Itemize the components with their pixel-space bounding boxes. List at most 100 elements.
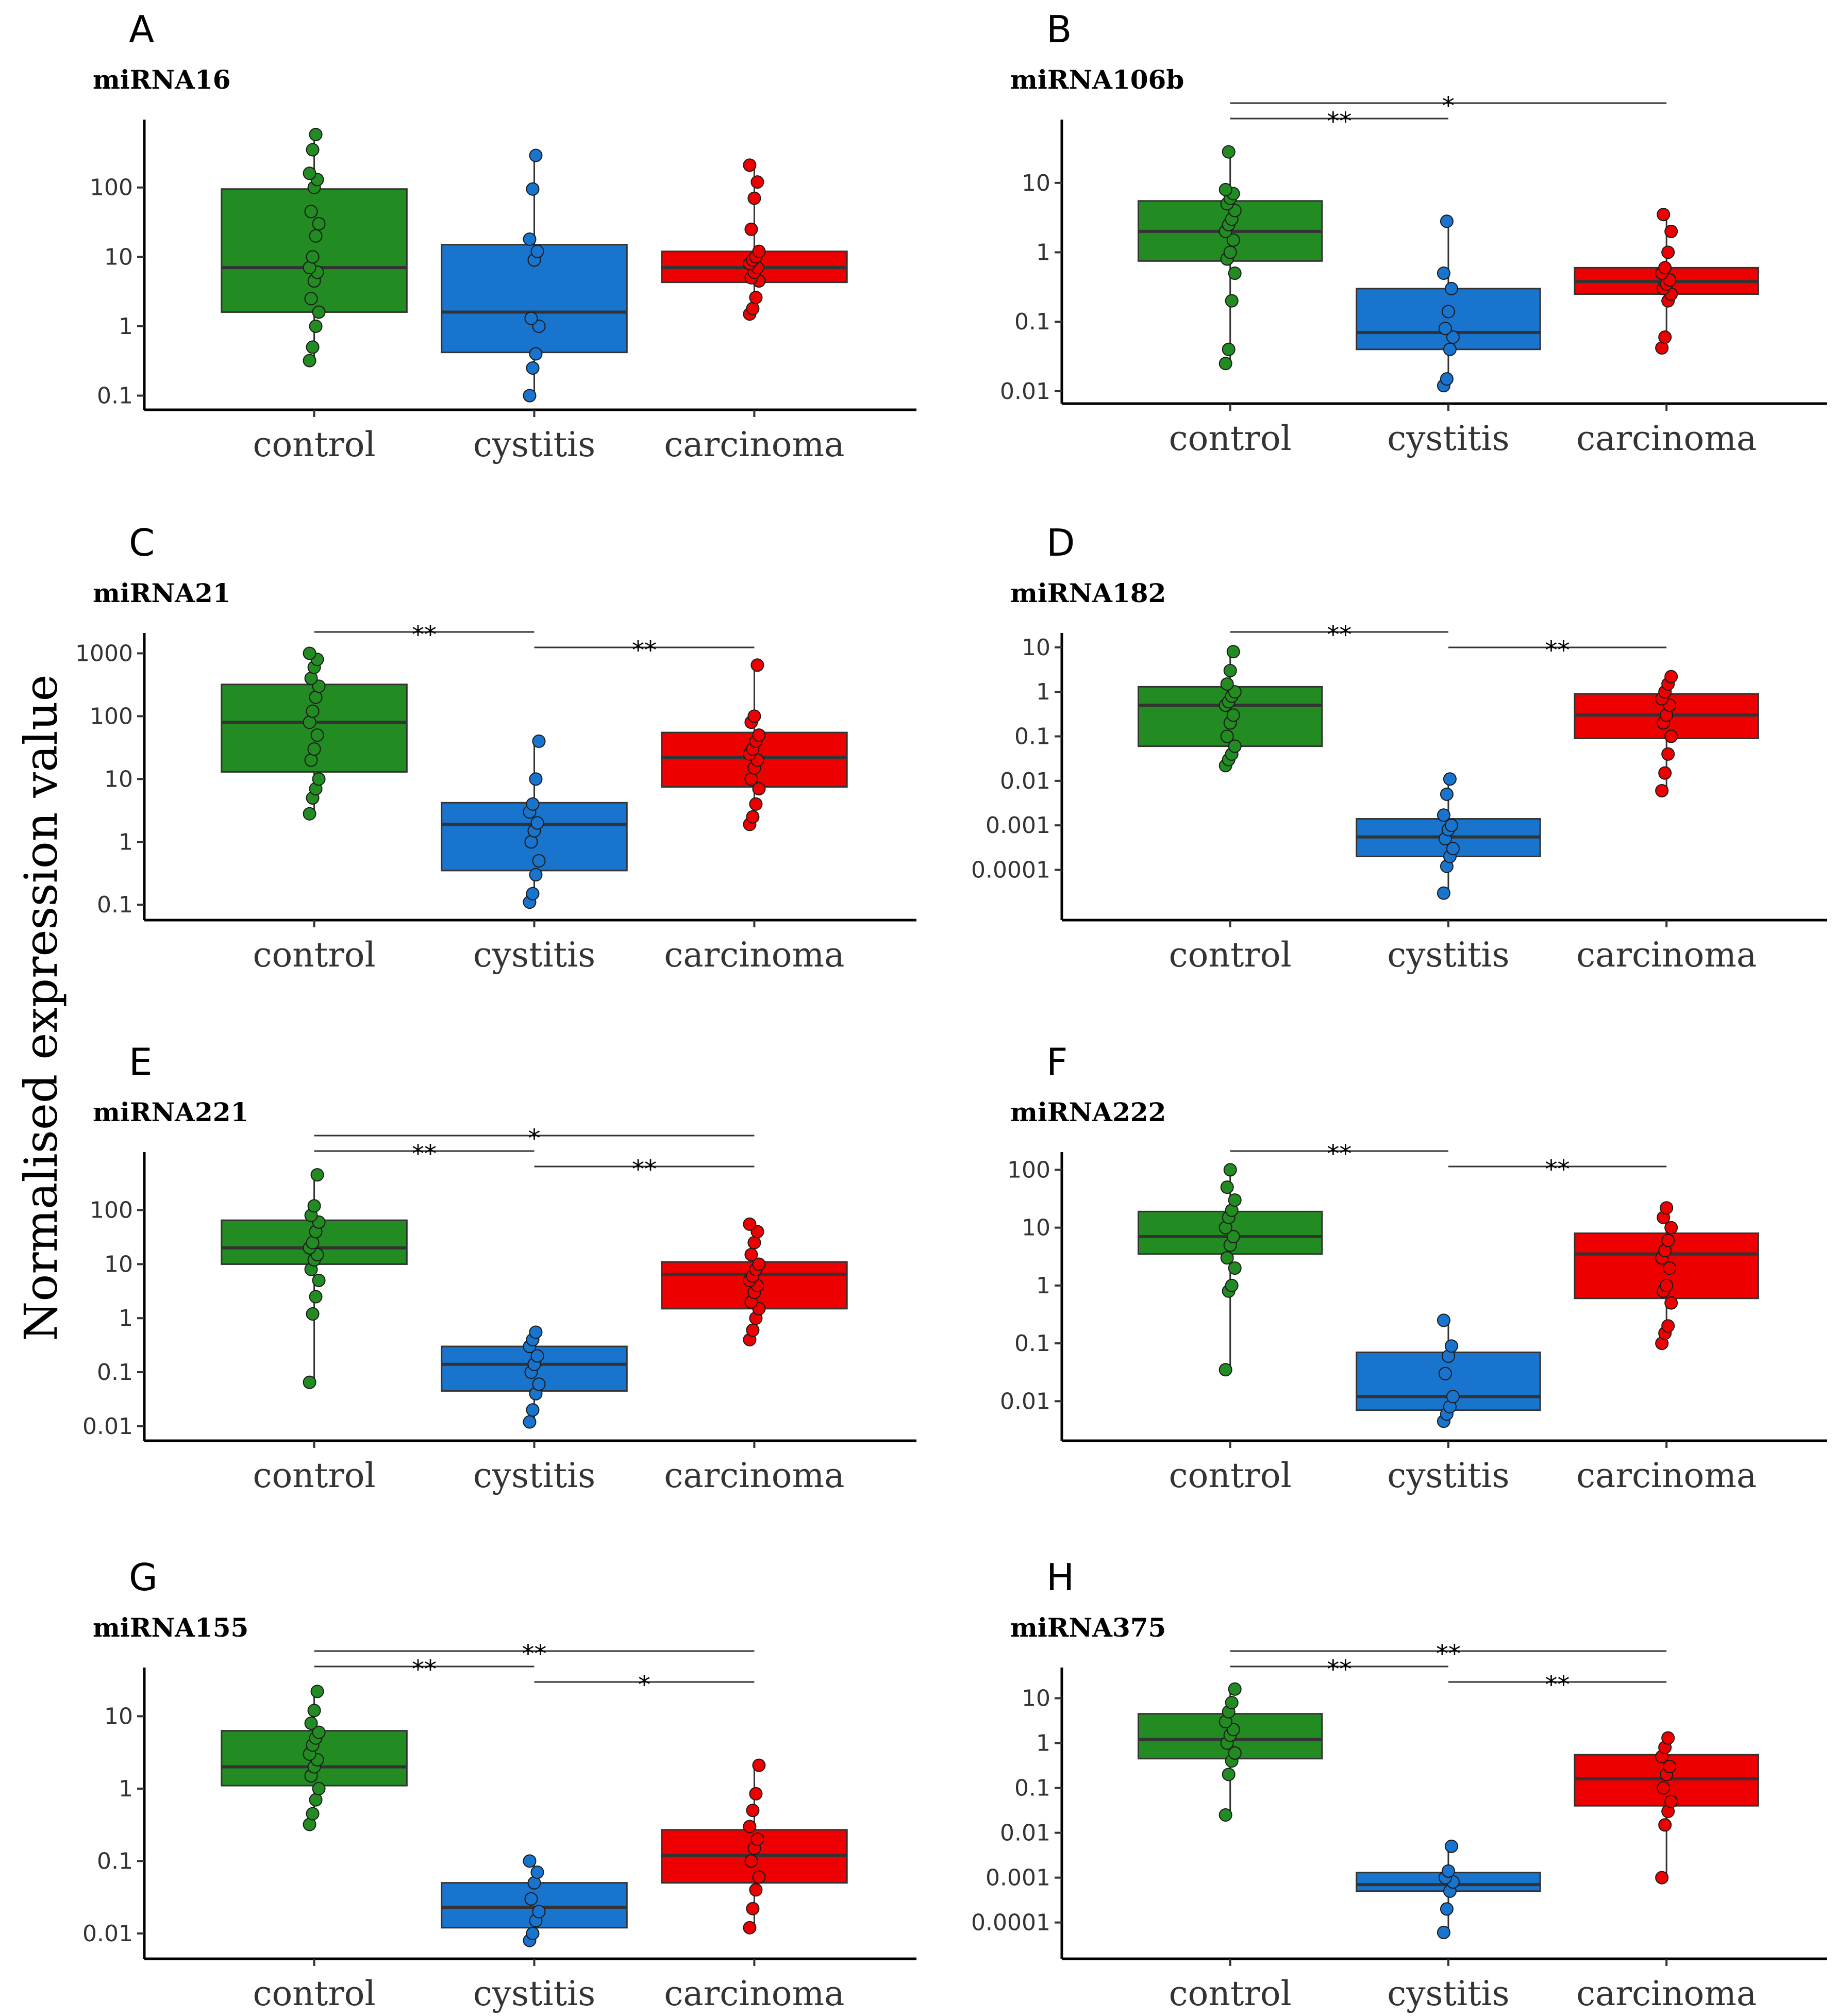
significance-label: ** bbox=[1545, 1671, 1570, 1700]
data-point bbox=[746, 302, 760, 315]
data-point bbox=[746, 1804, 760, 1818]
data-point bbox=[523, 1415, 537, 1429]
data-point bbox=[529, 347, 543, 361]
data-point bbox=[744, 772, 758, 786]
data-point bbox=[303, 807, 316, 821]
significance-label: ** bbox=[1327, 1655, 1351, 1684]
data-point bbox=[1440, 1902, 1454, 1916]
data-point bbox=[1657, 208, 1671, 222]
data-point bbox=[309, 229, 323, 243]
data-point bbox=[1441, 1864, 1455, 1878]
significance-label: ** bbox=[1436, 1640, 1461, 1669]
x-tick-label: control bbox=[1169, 419, 1292, 458]
y-axis-label: Normalised expression value bbox=[14, 674, 68, 1341]
data-point bbox=[1437, 1313, 1450, 1327]
x-tick-label: carcinoma bbox=[664, 1974, 844, 2013]
data-point bbox=[1225, 294, 1239, 308]
data-point bbox=[526, 1926, 540, 1940]
data-point bbox=[523, 232, 537, 246]
x-tick-label: control bbox=[1169, 935, 1292, 975]
data-point bbox=[1223, 1163, 1237, 1177]
data-point bbox=[304, 671, 318, 685]
panel-letter: G bbox=[129, 1556, 158, 1599]
data-point bbox=[1444, 819, 1458, 832]
data-point bbox=[306, 704, 320, 718]
data-point bbox=[532, 1905, 546, 1919]
significance-label: ** bbox=[412, 1655, 437, 1684]
data-point bbox=[303, 1375, 316, 1389]
x-tick-label: carcinoma bbox=[664, 935, 844, 975]
data-point bbox=[1658, 766, 1672, 780]
data-point bbox=[1220, 1251, 1234, 1265]
data-point bbox=[529, 868, 543, 882]
y-tick-label: 0.0001 bbox=[971, 857, 1050, 884]
data-point bbox=[743, 1820, 757, 1834]
y-tick-label: 1000 bbox=[75, 640, 133, 667]
y-tick-label: 10 bbox=[104, 244, 133, 270]
y-tick-label: 100 bbox=[90, 1197, 133, 1224]
data-point bbox=[1446, 1390, 1460, 1404]
data-point bbox=[532, 734, 546, 748]
significance-label: ** bbox=[412, 1140, 437, 1169]
data-point bbox=[1446, 330, 1460, 344]
data-point bbox=[752, 1758, 766, 1772]
data-point bbox=[532, 1377, 546, 1391]
panel-title: miRNA155 bbox=[93, 1612, 248, 1643]
data-point bbox=[1658, 261, 1672, 275]
data-point bbox=[526, 887, 540, 901]
data-point bbox=[1661, 1731, 1675, 1745]
data-point bbox=[1438, 1367, 1452, 1380]
y-tick-label: 1 bbox=[119, 313, 133, 340]
data-point bbox=[1228, 1261, 1242, 1275]
data-point bbox=[747, 709, 761, 723]
y-tick-label: 10 bbox=[1022, 635, 1050, 661]
y-tick-label: 1 bbox=[119, 829, 133, 855]
x-tick-label: control bbox=[253, 425, 375, 464]
significance-label: * bbox=[528, 1124, 540, 1153]
data-point bbox=[1440, 787, 1454, 801]
data-point bbox=[1219, 357, 1232, 371]
data-point bbox=[1663, 1261, 1677, 1275]
data-point bbox=[304, 205, 318, 219]
x-tick-label: cystitis bbox=[1387, 419, 1509, 458]
panel-title: miRNA222 bbox=[1010, 1097, 1166, 1127]
data-point bbox=[532, 854, 546, 868]
data-point bbox=[1444, 1339, 1458, 1353]
data-point bbox=[747, 1236, 761, 1249]
data-point bbox=[1226, 1230, 1240, 1244]
data-point bbox=[306, 250, 320, 264]
significance-label: ** bbox=[1327, 1140, 1351, 1169]
data-point bbox=[1444, 281, 1458, 295]
data-point bbox=[1226, 233, 1240, 247]
x-tick-label: carcinoma bbox=[664, 1456, 844, 1495]
data-point bbox=[306, 1307, 320, 1321]
data-point bbox=[524, 835, 538, 849]
data-point bbox=[1437, 886, 1450, 900]
data-point bbox=[309, 1290, 323, 1304]
y-tick-label: 0.1 bbox=[97, 892, 133, 918]
data-point bbox=[312, 772, 326, 786]
y-tick-label: 10 bbox=[1022, 1686, 1050, 1712]
data-point bbox=[303, 354, 316, 368]
data-point bbox=[1658, 330, 1672, 344]
data-point bbox=[743, 158, 757, 172]
y-tick-label: 10 bbox=[1022, 1215, 1050, 1241]
x-tick-label: control bbox=[253, 1974, 375, 2013]
data-point bbox=[744, 222, 758, 236]
y-tick-label: 1 bbox=[1036, 679, 1050, 705]
y-tick-label: 0.1 bbox=[97, 1359, 133, 1386]
data-point bbox=[1658, 1818, 1672, 1832]
data-point bbox=[1444, 1839, 1458, 1853]
data-point bbox=[526, 182, 540, 196]
data-point bbox=[1228, 739, 1242, 753]
data-point bbox=[749, 291, 763, 305]
y-tick-label: 0.001 bbox=[986, 812, 1050, 839]
data-point bbox=[1222, 145, 1236, 159]
data-point bbox=[1664, 729, 1678, 743]
x-tick-label: cystitis bbox=[473, 425, 595, 464]
x-tick-label: carcinoma bbox=[1576, 1974, 1757, 2013]
significance-label: ** bbox=[1327, 107, 1351, 136]
data-point bbox=[1438, 322, 1452, 336]
